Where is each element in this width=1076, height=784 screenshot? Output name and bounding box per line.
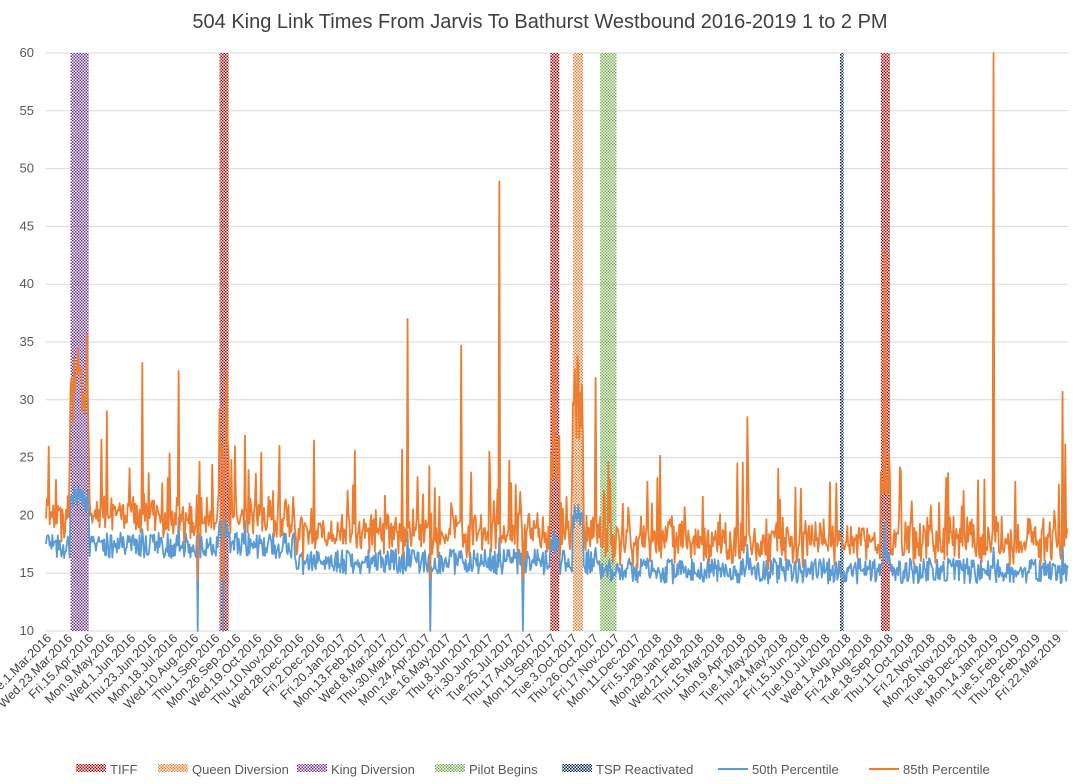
y-tick-label: 15 (20, 565, 34, 580)
y-tick-label: 50 (20, 161, 34, 176)
legend-swatch (435, 764, 465, 772)
y-tick-label: 45 (20, 218, 34, 233)
legend-label: 85th Percentile (903, 762, 990, 777)
legend-label: Pilot Begins (469, 762, 538, 777)
event-band (600, 53, 617, 631)
legend-label: King Diversion (331, 762, 415, 777)
legend-swatch (562, 764, 592, 772)
y-tick-label: 20 (20, 507, 34, 522)
y-tick-label: 10 (20, 623, 34, 638)
event-band (839, 53, 844, 631)
series-lines (45, 52, 1069, 632)
legend-label: Queen Diversion (192, 762, 289, 777)
y-axis: 10 15 20 25 30 35 40 45 50 55 60 (20, 45, 34, 638)
event-band (70, 53, 89, 631)
y-tick-label: 60 (20, 45, 34, 60)
event-band (219, 53, 229, 631)
x-axis: Tue.1.Mar.2016Wed.23.Mar.2016Fri.15.Apr.… (0, 631, 1064, 712)
y-tick-label: 25 (20, 450, 34, 465)
event-band (572, 53, 583, 631)
legend-swatch (158, 764, 188, 772)
legend-swatch (297, 764, 327, 772)
y-tick-label: 35 (20, 334, 34, 349)
chart-title: 504 King Link Times From Jarvis To Bathu… (192, 11, 887, 33)
legend-swatch (76, 764, 106, 772)
y-tick-label: 30 (20, 392, 34, 407)
legend: TIFF Queen Diversion King Diversion Pilot B… (76, 762, 990, 777)
series-line-85th-percentile (45, 52, 1069, 580)
y-tick-label: 55 (20, 103, 34, 118)
legend-label: TSP Reactivated (596, 762, 693, 777)
series-line-50th-percentile (45, 486, 1069, 632)
legend-label: TIFF (110, 762, 137, 777)
legend-label: 50th Percentile (752, 762, 839, 777)
y-tick-label: 40 (20, 276, 34, 291)
